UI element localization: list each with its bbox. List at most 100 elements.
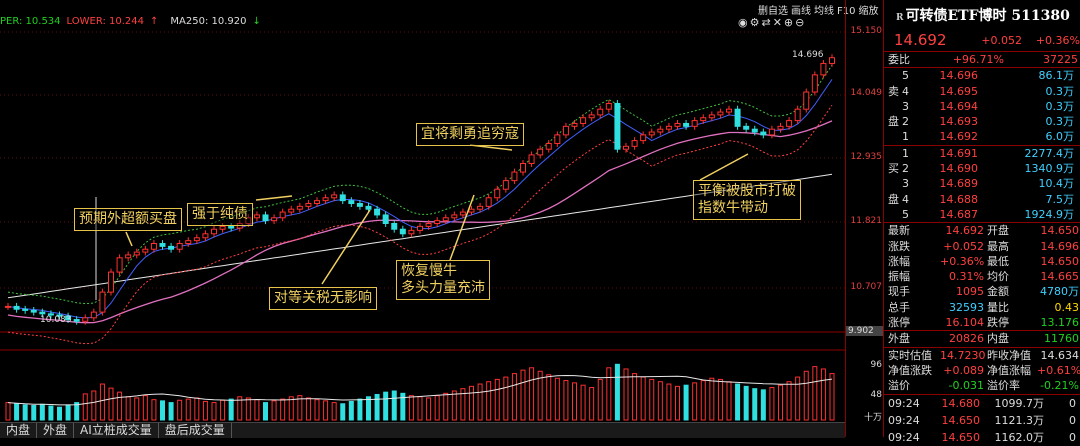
level-price: 14.694: [939, 99, 979, 113]
candle: [90, 311, 97, 319]
level-price: 14.696: [939, 69, 979, 83]
volume-bar: [57, 406, 62, 421]
stat-value: 0.31%: [949, 270, 984, 284]
candle: [288, 208, 295, 213]
volume-bar: [185, 398, 191, 421]
volume-bar: [546, 374, 552, 421]
level-number: 1: [902, 146, 909, 160]
volume-bar: [357, 398, 363, 421]
sell-level-row[interactable]: 5 14.696 86.1万: [884, 68, 1080, 83]
candle: [580, 117, 587, 124]
candle: [47, 313, 54, 316]
volume-bar: [383, 391, 389, 421]
candle: [176, 243, 183, 250]
zoom-button[interactable]: 缩放: [858, 6, 879, 17]
volume-bar: [5, 402, 11, 421]
volume-bar: [700, 380, 706, 421]
candle: [202, 233, 209, 239]
candle: [219, 225, 226, 230]
tick-time: 09:24: [888, 430, 920, 444]
candle: [605, 102, 612, 110]
level-volume: 6.0万: [1045, 130, 1075, 144]
volume-bar: [460, 388, 466, 421]
volume-bar: [391, 390, 397, 421]
remove-favorite-button[interactable]: 删自选: [758, 6, 788, 17]
zoom-out-icon[interactable]: ⊖: [795, 16, 807, 29]
tab-ai-volume[interactable]: AI立桩成交量: [74, 423, 159, 438]
volume-bar: [511, 373, 517, 421]
r-badge: R: [896, 13, 904, 23]
volume-bar: [228, 398, 234, 421]
stat-value: 14.7230: [940, 348, 986, 362]
candle: [30, 309, 37, 313]
close-icon[interactable]: ✕: [772, 16, 784, 29]
stat-value: 14.692: [945, 224, 985, 238]
weibi-value: 37225: [1043, 53, 1078, 66]
side-label: [884, 176, 902, 191]
candle: [665, 125, 672, 130]
zoom-in-icon[interactable]: ⊕: [783, 16, 796, 29]
sell-level-row[interactable]: 3 14.694 0.3万: [884, 99, 1080, 114]
stat-value: -0.21%: [1040, 379, 1079, 393]
eye-icon[interactable]: ◉: [738, 16, 750, 29]
level-volume: 1924.9万: [1024, 207, 1075, 221]
stat-value: 14.696: [1040, 239, 1080, 253]
current-price: 14.692: [894, 31, 947, 49]
tick-time: 09:24: [888, 413, 920, 427]
level-price: 14.693: [939, 115, 979, 129]
volume-bar: [614, 363, 620, 421]
tab-outer-volume[interactable]: 外盘: [37, 423, 75, 438]
buy-level-row[interactable]: 买 2 14.690 1340.9万: [884, 161, 1080, 176]
f10-button[interactable]: F10: [837, 6, 856, 17]
stat-row: 现手 1095 金额 4780万: [884, 284, 1080, 299]
buy-level-row[interactable]: 1 14.691 2277.4万: [884, 146, 1080, 161]
tick-list[interactable]: 09:24 14.680 1099.7万 0 09:24 14.650 1121.3万 0 09…: [884, 393, 1080, 446]
volume-bar: [769, 387, 775, 421]
buy-order-book: 1 14.691 2277.4万买 2 14.690 1340.9万 3 14.689 10.4…: [884, 144, 1080, 222]
price-tick: 14.049: [850, 88, 883, 98]
candle: [193, 237, 200, 242]
candle: [348, 200, 355, 204]
tab-after-hours-volume[interactable]: 盘后成交量: [159, 423, 232, 438]
sell-level-row[interactable]: 卖 4 14.695 0.3万: [884, 84, 1080, 99]
settings-icon[interactable]: ⚙: [749, 16, 762, 29]
volume-bar: [168, 402, 174, 421]
kline-chart[interactable]: [0, 0, 845, 437]
candle: [262, 214, 269, 222]
price-axis: 15.150 14.049 12.935 11.821 10.707 9.902…: [845, 0, 884, 437]
security-name: 可转债ETF博时 511380: [905, 8, 1070, 24]
candle: [314, 200, 320, 204]
stat-label: 振幅: [888, 270, 910, 284]
stat-row: 净值涨跌 +0.089 净值涨幅 +0.61%: [884, 363, 1080, 378]
volume-bar: [589, 387, 595, 421]
swap-icon[interactable]: ⇄: [761, 16, 773, 29]
tab-inner-volume[interactable]: 内盘: [0, 423, 38, 438]
candle: [768, 128, 775, 136]
stat-label: 昨收净值: [987, 348, 1031, 362]
level-price: 14.695: [939, 84, 979, 98]
annotation-slow-bull: 恢复慢牛 多头力量充沛: [396, 260, 490, 300]
volume-bar: [160, 400, 165, 421]
buy-level-row[interactable]: 3 14.689 10.4万: [884, 176, 1080, 191]
candle: [777, 125, 784, 130]
buy-level-row[interactable]: 盘 4 14.688 7.5万: [884, 192, 1080, 207]
stat-row: 涨幅 +0.36% 最低 14.650: [884, 254, 1080, 269]
candle: [125, 254, 132, 259]
volume-bar: [263, 402, 268, 421]
buy-level-row[interactable]: 5 14.687 1924.9万: [884, 207, 1080, 222]
stat-label: 溢价率: [987, 379, 1020, 393]
volume-bar: [529, 367, 535, 421]
volume-bar: [22, 404, 28, 421]
sell-order-book: 5 14.696 86.1万卖 4 14.695 0.3万 3 14.694 0.3万盘 2 14.…: [884, 67, 1080, 144]
volume-bar: [125, 396, 131, 421]
ma-button[interactable]: 均线: [814, 6, 834, 17]
level-volume: 1340.9万: [1024, 162, 1075, 176]
volume-bar: [434, 395, 440, 421]
draw-line-button[interactable]: 画线: [791, 6, 811, 17]
sell-level-row[interactable]: 盘 2 14.693 0.3万: [884, 114, 1080, 129]
sell-level-row[interactable]: 1 14.692 6.0万: [884, 129, 1080, 144]
quote-stats: 最新 14.692 开盘 14.650 涨跌 +0.052 最高 14.696 涨幅 +0.36%…: [884, 222, 1080, 393]
annotation-arrow: [321, 209, 371, 285]
candle: [108, 271, 114, 293]
kline-chart-panel[interactable]: PER: 10.534 LOWER: 10.244 ↑ MA250: 10.920 ↓ …: [0, 0, 878, 438]
